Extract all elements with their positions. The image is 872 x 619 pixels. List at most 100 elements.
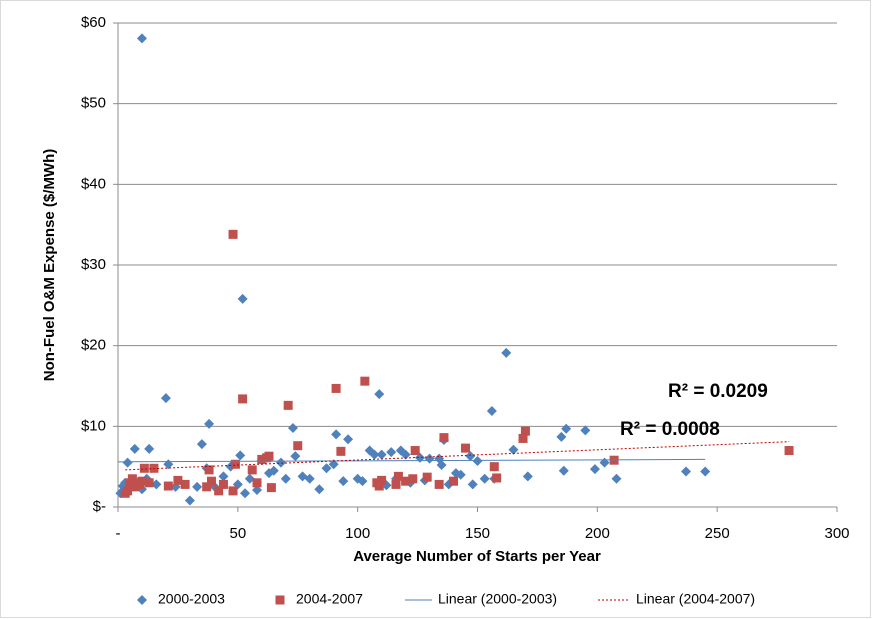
point	[151, 479, 162, 490]
legend-label: 2000-2003	[158, 591, 225, 607]
point	[386, 447, 397, 458]
point	[461, 443, 471, 453]
point	[129, 443, 140, 454]
point	[247, 465, 257, 475]
point	[275, 457, 286, 468]
point	[314, 484, 325, 495]
point	[556, 431, 567, 442]
point	[472, 456, 483, 467]
point	[508, 444, 519, 455]
point	[611, 473, 622, 484]
point	[465, 451, 476, 462]
point	[228, 486, 238, 496]
point	[125, 478, 135, 488]
point	[230, 459, 240, 469]
point	[374, 389, 385, 400]
point	[218, 479, 228, 489]
point	[202, 482, 212, 492]
point	[784, 446, 794, 456]
point	[139, 463, 149, 473]
point	[331, 429, 342, 440]
point	[184, 495, 195, 506]
point	[252, 485, 263, 496]
point	[700, 466, 711, 477]
point	[522, 471, 533, 482]
x-tick-label: 100	[345, 525, 370, 542]
point	[422, 472, 432, 482]
point	[479, 473, 490, 484]
point	[589, 464, 600, 475]
x-axis-title: Average Number of Starts per Year	[353, 548, 601, 565]
point	[486, 406, 497, 417]
point	[343, 434, 354, 445]
point	[336, 446, 346, 456]
point	[401, 476, 411, 486]
point	[228, 229, 238, 239]
y-tick-label: $-	[93, 498, 106, 515]
point	[372, 478, 382, 488]
point	[287, 422, 298, 433]
x-tick-label: 300	[824, 525, 849, 542]
point	[237, 293, 248, 304]
point	[218, 471, 229, 482]
point	[192, 481, 203, 492]
point	[130, 482, 140, 492]
point	[518, 433, 528, 443]
point	[364, 445, 375, 456]
point	[520, 426, 530, 436]
point	[204, 465, 214, 475]
point	[410, 446, 420, 456]
point	[196, 439, 207, 450]
point	[424, 453, 435, 464]
y-tick-label: $20	[81, 337, 106, 354]
point	[263, 468, 274, 479]
point	[204, 418, 215, 429]
y-tick-label: $10	[81, 417, 106, 434]
legend-label: Linear (2004-2007)	[636, 591, 755, 607]
point	[580, 425, 591, 436]
point	[357, 476, 368, 487]
point	[338, 476, 349, 487]
y-tick-label: $40	[81, 175, 106, 192]
x-tick-label: -	[116, 525, 121, 542]
point	[360, 376, 370, 386]
annotation: R² = 0.0209	[668, 381, 768, 402]
point	[391, 479, 401, 489]
y-axis-title: Non-Fuel O&M Expense ($/MWh)	[41, 149, 58, 382]
point	[328, 459, 339, 470]
point	[321, 463, 332, 474]
point	[561, 423, 572, 434]
point	[434, 479, 444, 489]
point	[297, 471, 308, 482]
legend-marker	[275, 595, 285, 605]
point	[283, 400, 293, 410]
point	[558, 465, 569, 476]
point	[436, 460, 447, 471]
point	[144, 443, 155, 454]
point	[439, 433, 449, 443]
point	[173, 475, 183, 485]
point	[135, 479, 145, 489]
point	[206, 476, 216, 486]
point	[400, 449, 411, 460]
point	[238, 394, 248, 404]
y-tick-label: $30	[81, 256, 106, 273]
point	[122, 457, 133, 468]
point	[264, 451, 274, 461]
point	[377, 475, 387, 485]
point	[120, 488, 130, 498]
legend-label: 2004-2007	[296, 591, 363, 607]
point	[331, 383, 341, 393]
annotation: R² = 0.0008	[620, 419, 720, 440]
point	[266, 483, 276, 493]
point	[180, 479, 190, 489]
legend-label: Linear (2000-2003)	[438, 591, 557, 607]
point	[681, 466, 692, 477]
x-tick-label: 50	[229, 525, 246, 542]
point	[136, 33, 147, 44]
point	[467, 479, 478, 490]
point	[244, 473, 255, 484]
point	[252, 478, 262, 488]
point	[163, 481, 173, 491]
point	[393, 471, 403, 481]
